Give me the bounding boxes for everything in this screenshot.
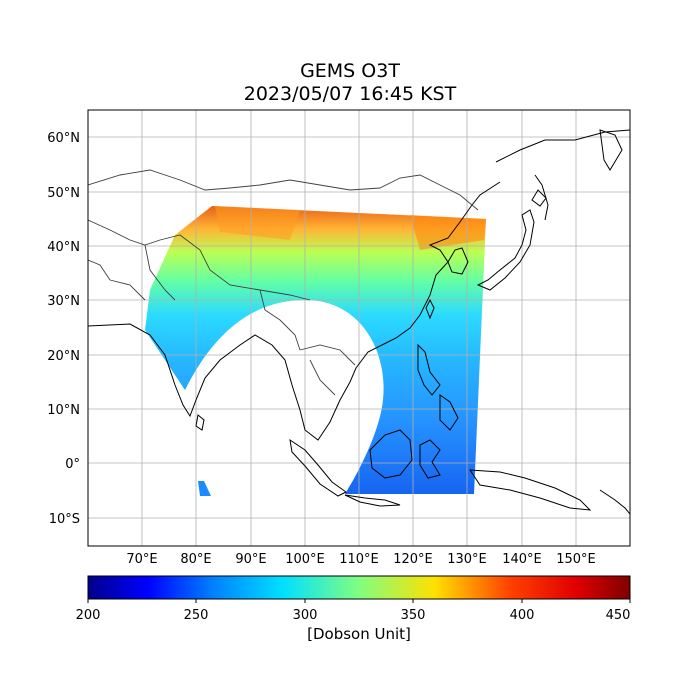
colorbar-tick-label: 250 xyxy=(184,608,209,623)
coastlines xyxy=(88,129,630,515)
lon-tick-label: 140°E xyxy=(502,552,542,567)
lat-tick-label: 10°S xyxy=(49,512,80,527)
colorbar-tick-label: 450 xyxy=(606,608,631,623)
lon-tick-label: 150°E xyxy=(556,552,596,567)
lat-tick-labels: 60°N 50°N 40°N 30°N 20°N 10°N 0° 10°S xyxy=(47,131,80,527)
lat-tick-label: 20°N xyxy=(47,349,80,364)
chart-title-line1: GEMS O3T xyxy=(300,60,400,82)
lon-tick-label: 120°E xyxy=(393,552,433,567)
lat-tick-label: 60°N xyxy=(47,131,80,146)
chart-title-line2: 2023/05/07 16:45 KST xyxy=(243,83,457,105)
colorbar-tick-label: 350 xyxy=(401,608,426,623)
colorbar-tick-labels: 200 250 300 350 400 450 xyxy=(76,608,631,623)
lat-tick-label: 30°N xyxy=(47,294,80,309)
colorbar xyxy=(87,575,631,600)
ozone-high-band-west xyxy=(215,206,300,240)
lat-tick-label: 40°N xyxy=(47,240,80,255)
colorbar-ticks xyxy=(87,599,631,603)
colorbar-label: [Dobson Unit] xyxy=(307,625,411,643)
colorbar-tick-label: 300 xyxy=(293,608,318,623)
lon-tick-label: 70°E xyxy=(126,552,157,567)
ozone-swath-fragment xyxy=(198,481,211,496)
lat-tick-label: 50°N xyxy=(47,186,80,201)
lon-tick-label: 110°E xyxy=(339,552,379,567)
lon-tick-label: 130°E xyxy=(447,552,487,567)
lon-tick-label: 100°E xyxy=(285,552,325,567)
colorbar-tick-label: 200 xyxy=(76,608,101,623)
lon-tick-label: 80°E xyxy=(180,552,211,567)
lon-tick-labels: 70°E 80°E 90°E 100°E 110°E 120°E 130°E 1… xyxy=(126,552,595,567)
colorbar-tick-label: 400 xyxy=(510,608,535,623)
lat-tick-label: 10°N xyxy=(47,403,80,418)
lon-tick-label: 90°E xyxy=(235,552,266,567)
ozone-swath xyxy=(145,206,486,494)
map-frame xyxy=(87,109,631,547)
lat-tick-label: 0° xyxy=(65,457,80,472)
country-borders xyxy=(88,169,479,396)
